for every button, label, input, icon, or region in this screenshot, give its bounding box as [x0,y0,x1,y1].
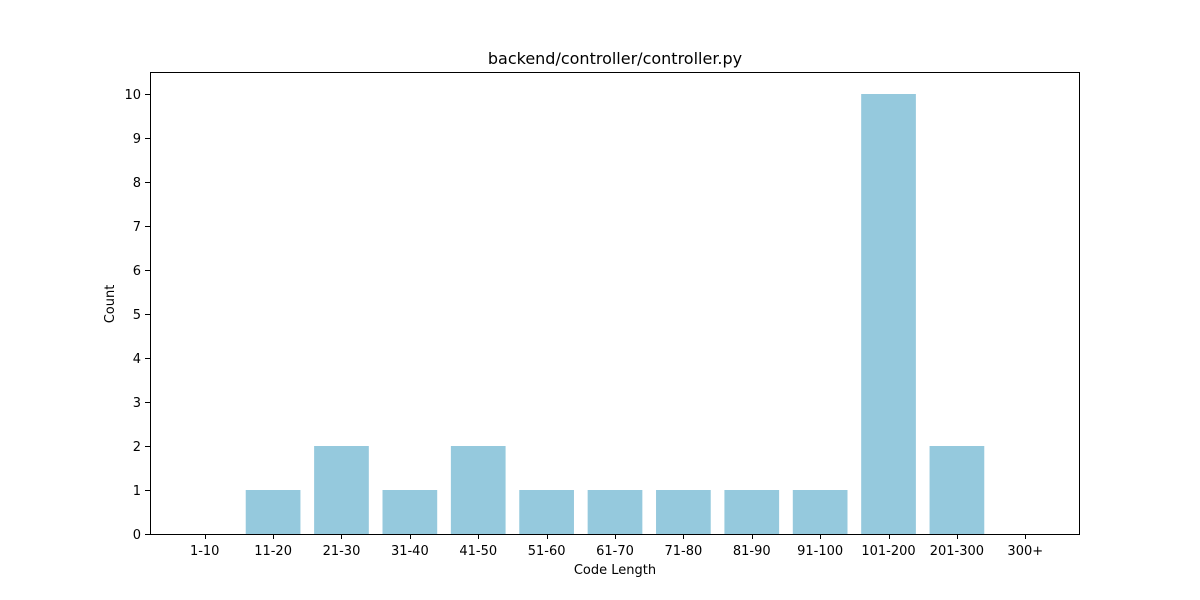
x-tick-label: 21-30 [323,544,361,559]
x-tick-label: 300+ [1007,544,1043,559]
y-axis-label: Count [103,285,118,324]
x-axis-label: Code Length [574,563,656,578]
y-tick-label: 9 [133,132,141,147]
x-tick-label: 11-20 [254,544,292,559]
plot-frame [150,72,1080,535]
y-tick-label: 8 [133,176,141,191]
y-tick-label: 4 [133,352,141,367]
y-tick-label: 3 [133,396,141,411]
y-tick-label: 6 [133,264,141,279]
bar-101-200 [861,94,916,534]
x-tick-label: 51-60 [528,544,566,559]
x-tick-label: 91-100 [797,544,843,559]
y-tick-label: 7 [133,220,141,235]
x-axis: 1-10 11-20 21-30 31-40 41-50 51-60 61-70 71-80 8… [190,534,1043,559]
x-tick-label: 1-10 [190,544,220,559]
x-tick-label: 81-90 [733,544,771,559]
bar-61-70 [587,490,643,534]
y-tick-label: 0 [133,528,141,543]
bar-21-30 [314,446,369,534]
x-tick-label: 101-200 [861,544,915,559]
x-tick-label: 41-50 [459,544,497,559]
chart-title: backend/controller/controller.py [488,49,742,68]
x-tick-label: 71-80 [664,544,702,559]
bar-41-50 [450,446,506,534]
bar-201-300 [929,446,985,534]
bar-31-40 [382,490,438,534]
x-tick-label: 31-40 [391,544,429,559]
x-tick-label: 61-70 [596,544,634,559]
x-tick-label: 201-300 [930,544,984,559]
bar-71-80 [656,490,711,534]
bar-11-20 [245,490,301,534]
y-tick-label: 10 [124,88,141,103]
bar-91-100 [792,490,848,534]
bar-51-60 [519,490,574,534]
bar-81-90 [724,490,780,534]
y-tick-label: 2 [133,440,141,455]
bars-group [245,94,985,534]
y-tick-label: 5 [133,308,141,323]
y-axis: 0 1 2 3 4 5 6 7 8 9 10 [124,88,150,543]
y-tick-label: 1 [133,484,141,499]
